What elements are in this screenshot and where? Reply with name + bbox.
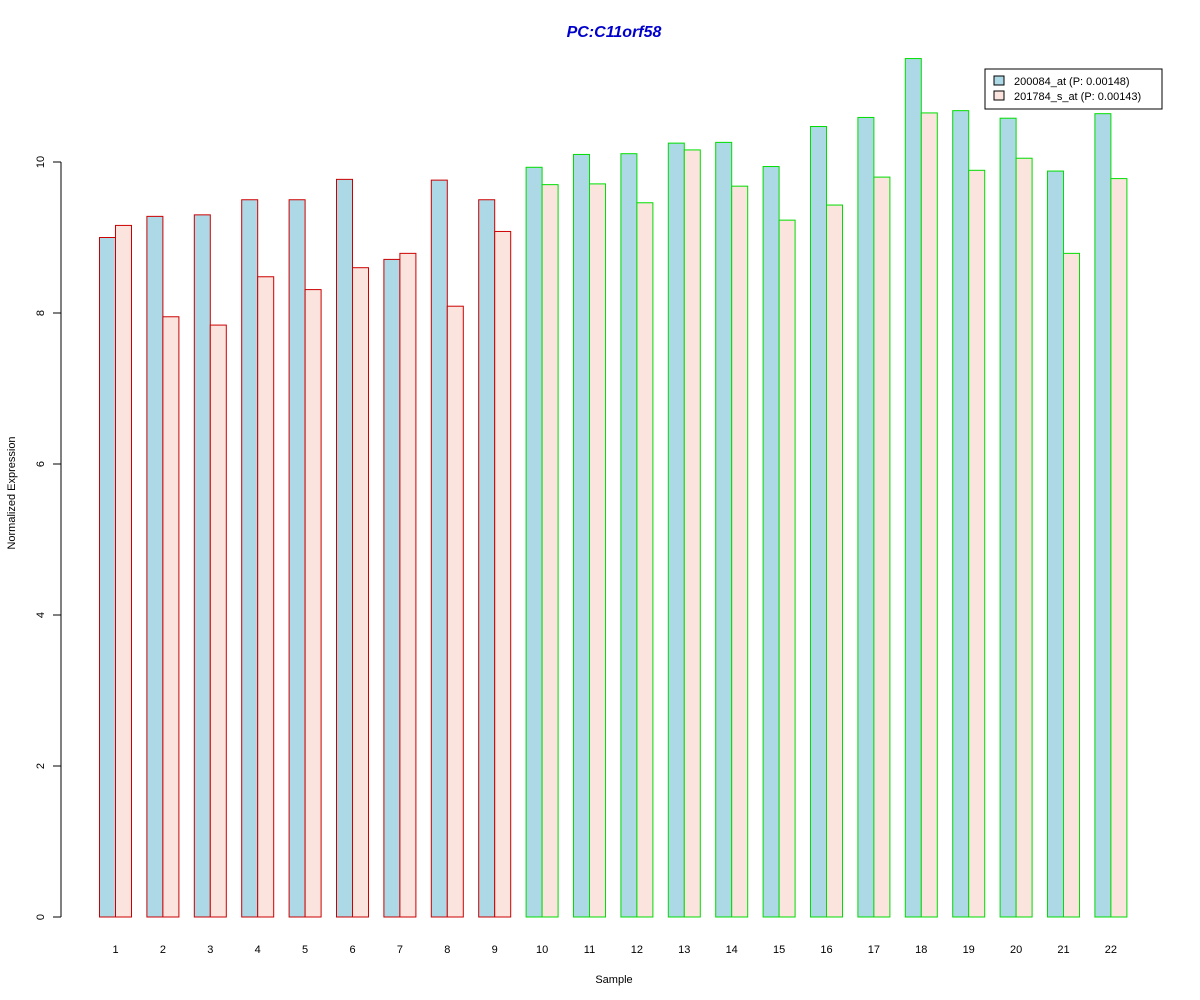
bar-sample-17-series-1 [857,116,875,918]
x-tick-label: 7 [397,944,403,956]
legend-label-series-1: 200084_at (P: 0.00148) [1014,76,1130,88]
x-tick-label: 13 [678,944,690,956]
x-tick-label: 16 [820,944,832,956]
x-tick-label: 20 [1010,944,1022,956]
x-tick-label: 22 [1105,944,1117,956]
bar-sample-16-series-2 [826,204,843,918]
bar-sample-7-series-1 [383,258,401,918]
y-tick-label: 0 [35,914,47,920]
bar-sample-12-series-1 [620,153,638,918]
legend-swatch-series-1 [993,75,1005,86]
x-tick-label: 11 [584,944,595,956]
bar-sample-12-series-2 [636,202,654,918]
bar-sample-6-series-1 [336,178,353,918]
bar-sample-20-series-1 [999,117,1017,918]
bar-sample-19-series-1 [952,110,970,918]
bar-sample-11-series-1 [573,153,590,918]
bar-sample-9-series-2 [494,230,512,918]
x-tick-label: 12 [631,944,643,956]
bar-sample-8-series-1 [430,179,448,918]
bar-sample-15-series-2 [778,219,796,918]
x-axis-labels: 1 2 3 4 5 6 7 8 9 10 11 12 13 14 15 16 17 18 19 20 21 22 [112,944,1117,956]
legend: 200084_at (P: 0.00148) 201784_s_at (P: 0… [984,68,1163,110]
legend-swatch-series-2 [993,90,1005,101]
bar-sample-21-series-2 [1063,252,1080,918]
bar-sample-4-series-2 [257,276,275,918]
bars [99,58,1128,918]
bar-sample-3-series-2 [209,324,227,918]
bar-sample-8-series-2 [446,305,464,918]
bar-sample-14-series-2 [731,185,749,918]
x-tick-label: 9 [492,944,498,956]
bar-sample-3-series-1 [193,214,211,918]
y-axis: 0 2 4 6 8 10 [35,156,62,920]
y-axis-label: Normalized Expression [6,436,18,549]
legend-box [984,68,1163,110]
bar-sample-7-series-2 [399,252,417,918]
bar-sample-1-series-2 [115,224,132,918]
bar-sample-21-series-1 [1047,170,1064,918]
x-tick-label: 1 [112,944,118,956]
x-tick-label: 8 [444,944,450,956]
bar-sample-18-series-2 [920,112,938,918]
x-tick-label: 14 [726,944,738,956]
bar-sample-1-series-1 [99,237,116,918]
y-tick-label: 8 [35,310,47,316]
bar-sample-6-series-2 [352,267,369,918]
x-tick-label: 21 [1057,944,1069,956]
x-tick-label: 6 [349,944,355,956]
bar-sample-10-series-2 [541,184,559,918]
bar-sample-22-series-1 [1094,113,1112,918]
bar-sample-22-series-2 [1110,178,1128,918]
bar-sample-11-series-2 [589,183,606,918]
y-tick-label: 2 [35,763,47,769]
bar-sample-19-series-2 [968,169,986,918]
bar-sample-13-series-1 [667,142,685,918]
bar-sample-2-series-1 [146,215,164,918]
legend-label-series-2: 201784_s_at (P: 0.00143) [1014,91,1141,103]
y-tick-label: 10 [35,156,47,168]
x-tick-label: 18 [915,944,927,956]
x-tick-label: 2 [160,944,166,956]
bar-sample-4-series-1 [241,199,259,918]
bar-sample-20-series-2 [1015,157,1033,918]
bar-sample-18-series-1 [904,58,922,918]
x-tick-label: 17 [868,944,880,956]
x-tick-label: 10 [536,944,548,956]
x-tick-label: 5 [302,944,308,956]
bar-sample-2-series-2 [162,316,180,918]
x-axis-label: Sample [595,974,632,986]
bar-sample-13-series-2 [683,149,701,918]
bar-sample-5-series-1 [288,199,306,918]
bar-sample-14-series-1 [715,141,733,918]
bar-sample-17-series-2 [873,176,891,918]
x-tick-label: 4 [255,944,261,956]
bar-sample-16-series-1 [810,126,827,918]
bar-sample-15-series-1 [762,166,780,918]
bar-sample-9-series-1 [478,199,496,918]
y-tick-label: 6 [35,461,47,467]
chart-title: PC:C11orf58 [567,24,662,41]
x-tick-label: 15 [773,944,785,956]
x-tick-label: 3 [207,944,213,956]
x-tick-label: 19 [963,944,975,956]
y-tick-label: 4 [35,612,47,618]
bar-sample-5-series-2 [304,289,322,918]
bar-sample-10-series-1 [525,166,543,918]
